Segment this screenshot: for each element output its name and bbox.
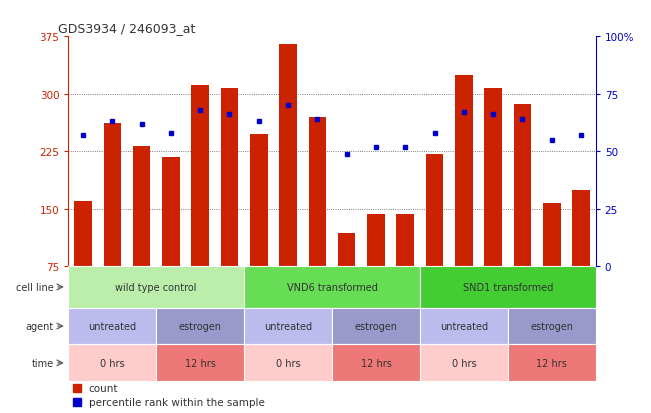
Text: estrogen: estrogen [530, 321, 574, 331]
Bar [332, 308, 420, 344]
Bar [426, 154, 443, 267]
Bar [309, 117, 326, 267]
Bar [508, 344, 596, 381]
Text: wild type control: wild type control [115, 282, 197, 292]
Text: 12 hrs: 12 hrs [361, 358, 391, 368]
Text: count: count [89, 383, 118, 393]
Text: time: time [32, 358, 53, 368]
Text: untreated: untreated [264, 321, 312, 331]
Text: estrogen: estrogen [354, 321, 398, 331]
Bar [279, 45, 297, 267]
Text: untreated: untreated [440, 321, 488, 331]
Bar [420, 308, 508, 344]
Bar [133, 147, 150, 267]
Bar [367, 215, 385, 267]
Text: estrogen: estrogen [178, 321, 222, 331]
Bar [332, 344, 420, 381]
Bar [244, 308, 332, 344]
Bar [543, 204, 561, 267]
Bar [514, 104, 531, 267]
Bar [338, 234, 355, 267]
Bar [250, 134, 268, 267]
Bar [508, 308, 596, 344]
Bar [244, 344, 332, 381]
Bar [244, 267, 420, 308]
Text: GDS3934 / 246093_at: GDS3934 / 246093_at [58, 21, 195, 35]
Bar [68, 344, 156, 381]
Text: 0 hrs: 0 hrs [276, 358, 300, 368]
Bar [156, 344, 244, 381]
Bar [396, 215, 414, 267]
Text: untreated: untreated [89, 321, 136, 331]
Text: SND1 transformed: SND1 transformed [463, 282, 553, 292]
Text: 0 hrs: 0 hrs [452, 358, 476, 368]
Bar [68, 267, 244, 308]
Bar [68, 308, 156, 344]
Bar [162, 157, 180, 267]
Bar [156, 308, 244, 344]
Bar [74, 202, 92, 267]
Text: 0 hrs: 0 hrs [100, 358, 124, 368]
Text: cell line: cell line [16, 282, 53, 292]
Bar [420, 267, 596, 308]
Text: VND6 transformed: VND6 transformed [286, 282, 378, 292]
Bar [221, 89, 238, 267]
Bar [455, 76, 473, 267]
Text: 12 hrs: 12 hrs [536, 358, 567, 368]
Bar [572, 190, 590, 267]
Text: agent: agent [25, 321, 53, 331]
Text: 12 hrs: 12 hrs [185, 358, 215, 368]
Bar [104, 123, 121, 267]
Bar [191, 85, 209, 267]
Bar [484, 88, 502, 267]
Text: percentile rank within the sample: percentile rank within the sample [89, 397, 265, 407]
Bar [420, 344, 508, 381]
